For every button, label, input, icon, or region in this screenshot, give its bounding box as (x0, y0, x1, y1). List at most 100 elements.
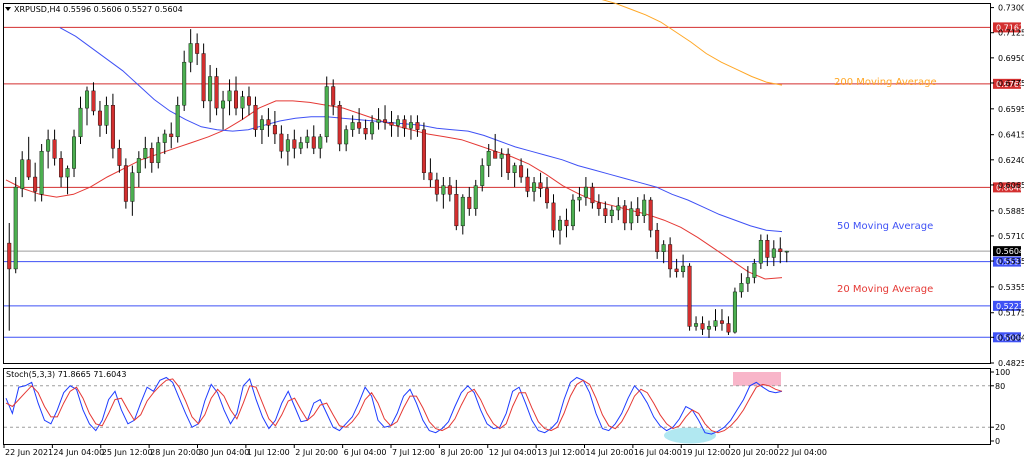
candle-body (337, 105, 342, 145)
price-tick-label: 0.6595 (998, 105, 1024, 114)
candle-body (305, 136, 310, 143)
candle-body (519, 165, 524, 178)
candle-body (123, 165, 128, 202)
candle-body (97, 110, 102, 126)
price-tick-label: 0.6775 (998, 79, 1024, 88)
candle-body (285, 139, 290, 152)
candle-body (311, 136, 316, 149)
candle-body (46, 139, 51, 152)
candle-body (506, 153, 511, 173)
time-tick-label: 22 Jul 04:00 (779, 448, 827, 457)
candle-body (91, 90, 96, 112)
candle-body (486, 150, 491, 166)
level-price-box (993, 182, 1021, 193)
price-tick-label: 0.5535 (998, 257, 1024, 266)
symbol-dropdown-icon[interactable] (5, 7, 11, 11)
stoch-header: Stoch(5,3,3) 71.8665 71.6043 (6, 370, 126, 379)
time-tick-label: 8 Jul 20:00 (440, 448, 483, 457)
level-price-box (993, 332, 1021, 343)
overbought-highlight (733, 372, 781, 386)
stoch-tick-label: 80 (995, 382, 1005, 391)
time-tick-label: 22 Jun 2021 (5, 448, 53, 457)
ma200-line (601, 0, 783, 86)
level-price-box (993, 300, 1021, 311)
candle-body (577, 196, 582, 201)
candle-body (771, 248, 776, 258)
time-tick-label: 14 Jul 20:00 (586, 448, 634, 457)
price-tick-label: 0.5175 (998, 309, 1024, 318)
candle-body (473, 185, 478, 209)
price-tick-label: 0.5885 (998, 207, 1024, 216)
candle-body (525, 176, 530, 192)
candle-body (117, 148, 122, 166)
candle-body (454, 194, 459, 227)
candle-body (609, 209, 614, 217)
candle-body (642, 199, 647, 217)
candle-body (558, 219, 562, 231)
candle-body (564, 219, 569, 227)
candle-body (538, 182, 543, 189)
time-tick-label: 16 Jul 04:00 (634, 448, 682, 457)
candle-body (629, 208, 634, 224)
time-tick-label: 2 Jul 20:00 (295, 448, 338, 457)
stoch-k-line (5, 376, 783, 435)
current-price-label: 0.5604 (996, 247, 1024, 256)
price-tick-label: 0.5710 (998, 232, 1024, 241)
price-levels: 0.7162 0.6769 0.6048 0.5531 0.5223 0.5004 0.56… (4, 22, 1024, 343)
time-tick-label: 20 Jul 20:00 (731, 448, 779, 457)
candle-body (227, 90, 232, 102)
stochastic-lines (4, 376, 990, 435)
stoch-tick-label: 100 (995, 368, 1010, 377)
candle-body (603, 208, 608, 217)
candle-body (33, 176, 38, 192)
candle-body (169, 133, 174, 138)
candle-body (298, 142, 303, 149)
candle-body (570, 199, 575, 227)
candle-body (59, 158, 64, 178)
candle-body (700, 323, 705, 330)
ma50-label: 50 Moving Average (837, 221, 933, 232)
candle-body (266, 119, 271, 126)
candle-body (402, 119, 407, 129)
candle-body (13, 186, 18, 270)
candle-body (240, 96, 245, 109)
candle-body (441, 185, 446, 195)
candle-body (188, 43, 193, 63)
candle-body (110, 105, 115, 149)
candle-body (363, 128, 368, 135)
candle-body (596, 202, 601, 209)
candle-body (370, 122, 375, 135)
candle-body (674, 268, 679, 273)
stoch-tick-label: 20 (995, 423, 1005, 432)
price-tick-label: 0.6065 (998, 181, 1024, 190)
stoch-panel-frame (3, 368, 991, 445)
candle-body (434, 179, 439, 195)
candle-body (428, 172, 433, 181)
candle-body (350, 122, 355, 130)
candle-body (408, 122, 413, 129)
candle-body (421, 129, 426, 173)
time-tick-label: 19 Jul 12:00 (682, 448, 730, 457)
candle-body (52, 139, 57, 159)
price-tick-label: 0.5355 (998, 283, 1024, 292)
level-price-label: 0.5531 (996, 258, 1024, 267)
candle-body (752, 262, 757, 278)
candle-body (681, 265, 686, 273)
candle-body (784, 250, 789, 253)
candle-body (480, 165, 485, 186)
candle-body (545, 188, 550, 204)
candle-body (272, 125, 277, 135)
time-tick-label: 24 Jun 04:00 (53, 448, 104, 457)
candle-body (668, 244, 673, 270)
candle-body (532, 182, 537, 192)
time-tick-label: 13 Jul 12:00 (537, 448, 585, 457)
candle-body (20, 159, 25, 189)
candle-body (655, 229, 660, 252)
candle-body (221, 100, 226, 109)
level-price-box (993, 256, 1021, 267)
candle-body (214, 76, 219, 109)
candle-body (331, 86, 336, 106)
